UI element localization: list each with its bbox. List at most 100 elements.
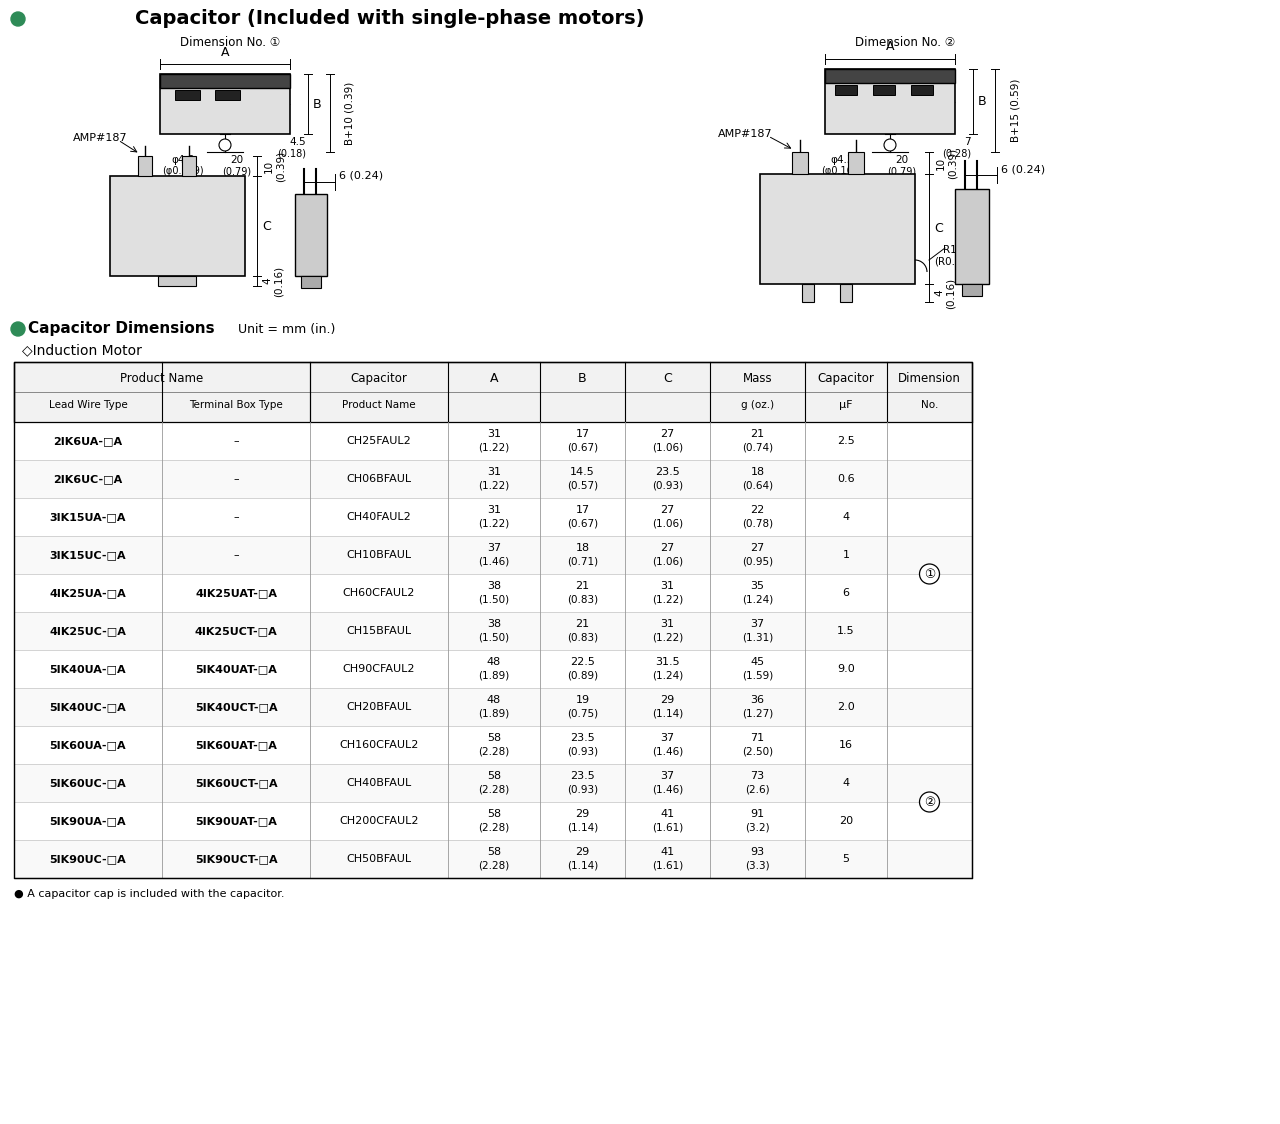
Text: CH10BFAUL: CH10BFAUL — [347, 550, 412, 560]
Text: Unit = mm (in.): Unit = mm (in.) — [238, 323, 335, 335]
Text: 31: 31 — [486, 505, 500, 515]
Text: (1.06): (1.06) — [652, 558, 684, 566]
Text: (φ0.169): (φ0.169) — [822, 166, 863, 176]
Text: (0.57): (0.57) — [567, 481, 598, 491]
Bar — [14, 362, 972, 422]
Text: 0.6: 0.6 — [837, 474, 855, 484]
Text: CH40FAUL2: CH40FAUL2 — [347, 513, 411, 522]
Text: B+10 (0.39): B+10 (0.39) — [346, 81, 355, 145]
Text: 48: 48 — [486, 658, 502, 667]
Text: C: C — [262, 219, 271, 233]
Text: 29: 29 — [660, 695, 675, 705]
Text: (1.61): (1.61) — [652, 861, 684, 871]
Bar — [792, 152, 808, 174]
Bar — [160, 74, 291, 134]
Text: 6 (0.24): 6 (0.24) — [1001, 164, 1046, 174]
Text: (2.28): (2.28) — [479, 785, 509, 795]
Text: (1.22): (1.22) — [652, 595, 684, 605]
Circle shape — [12, 12, 26, 26]
Text: CH50BFAUL: CH50BFAUL — [347, 854, 412, 864]
Text: 6 (0.24): 6 (0.24) — [339, 171, 383, 181]
Text: 1: 1 — [842, 550, 850, 560]
Bar — [14, 726, 972, 764]
Text: 20: 20 — [230, 155, 243, 165]
Circle shape — [219, 139, 230, 151]
Text: (2.28): (2.28) — [479, 747, 509, 756]
Text: (0.67): (0.67) — [567, 519, 598, 529]
Text: (0.67): (0.67) — [567, 443, 598, 453]
Text: Lead Wire Type: Lead Wire Type — [49, 400, 128, 410]
Text: CH20BFAUL: CH20BFAUL — [347, 702, 412, 711]
Text: 27: 27 — [660, 543, 675, 553]
Text: 5IK40UC-□A: 5IK40UC-□A — [50, 702, 127, 711]
Bar — [14, 611, 972, 650]
Text: 31: 31 — [660, 619, 675, 629]
Circle shape — [884, 139, 896, 151]
Text: (1.22): (1.22) — [652, 633, 684, 643]
Text: Dimension: Dimension — [899, 372, 961, 386]
Text: 5IK90UC-□A: 5IK90UC-□A — [50, 854, 127, 864]
Text: (1.27): (1.27) — [742, 709, 773, 719]
Circle shape — [919, 792, 940, 812]
Text: 37: 37 — [660, 733, 675, 743]
Text: (0.93): (0.93) — [652, 481, 684, 491]
Text: AMP#187: AMP#187 — [718, 129, 772, 139]
Text: (1.24): (1.24) — [652, 671, 684, 681]
Text: Capacitor: Capacitor — [818, 372, 874, 386]
Text: 58: 58 — [486, 809, 500, 819]
Text: CH200CFAUL2: CH200CFAUL2 — [339, 816, 419, 826]
Text: 4IK25UCT-□A: 4IK25UCT-□A — [195, 626, 278, 636]
Bar — [14, 422, 972, 460]
Text: 3IK15UC-□A: 3IK15UC-□A — [50, 550, 127, 560]
Text: –: – — [233, 436, 239, 446]
Text: 41: 41 — [660, 809, 675, 819]
Text: 19: 19 — [576, 695, 590, 705]
Text: (1.14): (1.14) — [567, 861, 598, 871]
Bar — [14, 803, 972, 840]
Bar — [14, 362, 972, 878]
Bar — [138, 156, 152, 176]
Text: (1.06): (1.06) — [652, 443, 684, 453]
Bar — [826, 69, 955, 134]
Text: CH25FAUL2: CH25FAUL2 — [347, 436, 411, 446]
Text: 22.5: 22.5 — [570, 658, 595, 667]
Bar — [14, 460, 972, 498]
Text: (2.28): (2.28) — [479, 823, 509, 833]
Bar — [849, 152, 864, 174]
Text: A: A — [886, 40, 895, 54]
Text: (2.50): (2.50) — [742, 747, 773, 756]
Text: 73: 73 — [750, 771, 764, 781]
Text: 22: 22 — [750, 505, 764, 515]
Text: (0.18): (0.18) — [276, 149, 306, 158]
Text: 4
(0.16): 4 (0.16) — [262, 265, 284, 297]
Text: (0.74): (0.74) — [742, 443, 773, 453]
Text: (0.79): (0.79) — [887, 166, 916, 176]
Bar — [14, 688, 972, 726]
Bar — [157, 277, 196, 285]
Text: (1.46): (1.46) — [479, 558, 509, 566]
Text: (1.46): (1.46) — [652, 747, 684, 756]
Text: (1.14): (1.14) — [567, 823, 598, 833]
Bar — [14, 574, 972, 611]
Text: 5IK40UA-□A: 5IK40UA-□A — [50, 664, 127, 674]
Text: 17: 17 — [576, 429, 590, 439]
Text: 93: 93 — [750, 847, 764, 856]
Text: B: B — [312, 98, 321, 110]
Text: 37: 37 — [750, 619, 764, 629]
Text: φ4.3: φ4.3 — [172, 155, 195, 165]
Text: Capacitor (Included with single-phase motors): Capacitor (Included with single-phase mo… — [136, 9, 645, 28]
Bar — [175, 90, 200, 100]
Text: 1.5: 1.5 — [837, 626, 855, 636]
Text: (1.50): (1.50) — [479, 633, 509, 643]
Text: (0.93): (0.93) — [567, 785, 598, 795]
Text: Dimension No. ①: Dimension No. ① — [180, 36, 280, 48]
Text: 31: 31 — [486, 429, 500, 439]
Text: 4IK25UAT-□A: 4IK25UAT-□A — [195, 588, 276, 598]
Text: 18: 18 — [576, 543, 590, 553]
Text: No.: No. — [920, 400, 938, 410]
Text: 14.5: 14.5 — [570, 466, 595, 477]
Bar — [14, 498, 972, 536]
Text: 5IK40UAT-□A: 5IK40UAT-□A — [195, 664, 276, 674]
Text: 9.0: 9.0 — [837, 664, 855, 674]
Text: C: C — [663, 372, 672, 386]
